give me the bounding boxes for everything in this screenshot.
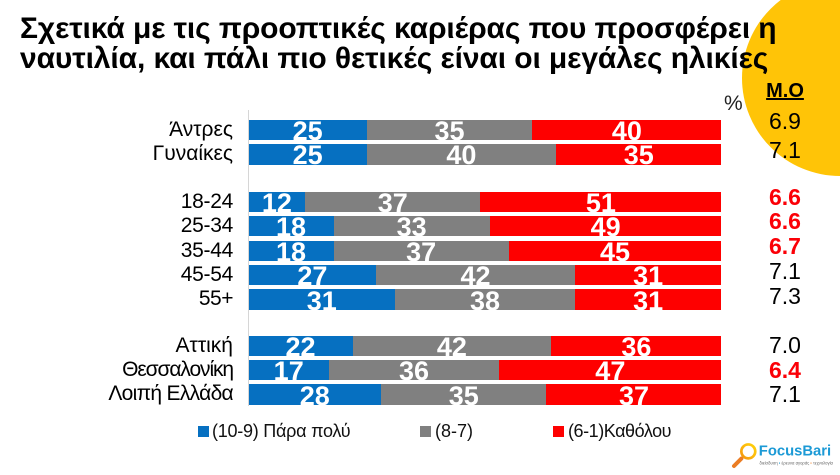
svg-text:FocusBari: FocusBari xyxy=(759,444,831,460)
svg-text:διείσδυση ▪ έρευνα αγοράς ▪ τε: διείσδυση ▪ έρευνα αγοράς ▪ τεχνολογία xyxy=(760,461,834,466)
